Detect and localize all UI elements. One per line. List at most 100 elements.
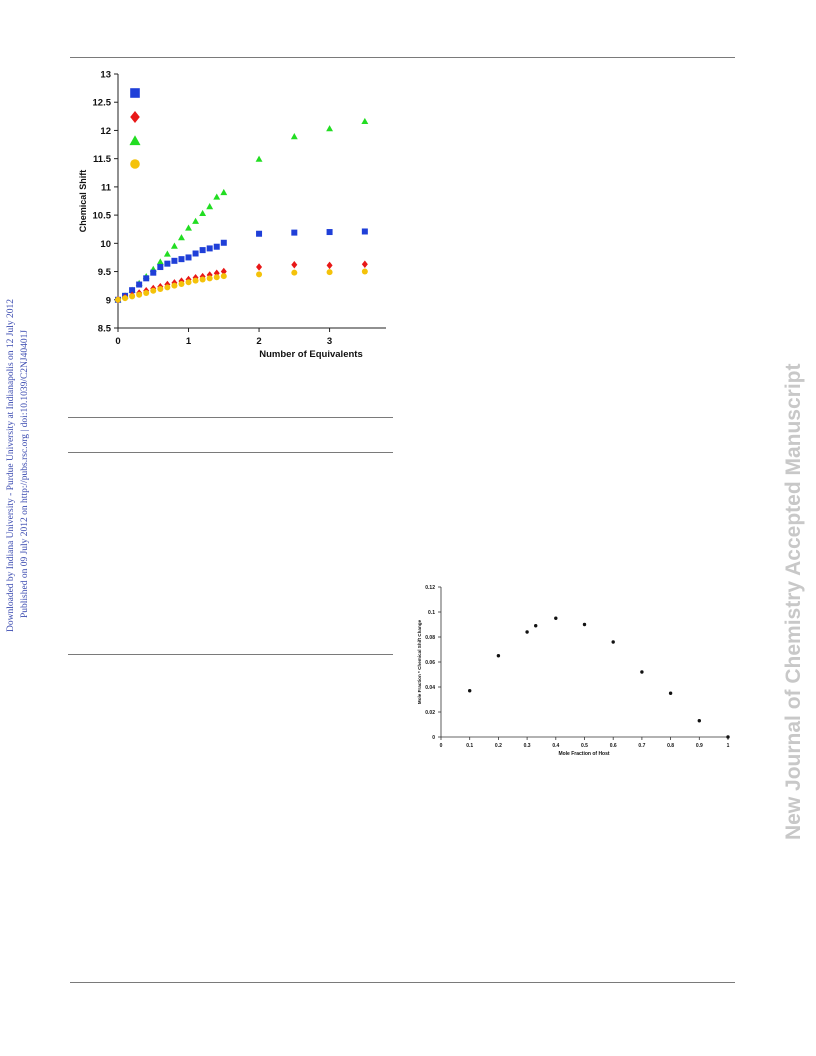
- data-point-square: [150, 269, 157, 276]
- legend-marker-square: [130, 88, 140, 98]
- table-rule-top: [68, 417, 393, 418]
- table-rule-header: [68, 452, 393, 453]
- legend-marker-triangle: [129, 135, 141, 146]
- data-point: [496, 654, 501, 658]
- job-plot-axes: 0 0.02 0.04 0.06 0.08 0.1 0.12 0 0.1 0.2 0.3 0.4 0.5…: [417, 585, 730, 757]
- data-point-square: [291, 229, 298, 236]
- y-tick-label: 0: [432, 735, 435, 741]
- data-point-circle: [143, 290, 150, 297]
- data-point-triangle: [206, 203, 214, 210]
- data-point-triangle: [255, 155, 263, 162]
- y-tick-label: 9.5: [98, 267, 112, 278]
- x-tick-label: 0.1: [466, 743, 473, 749]
- data-point-square: [326, 229, 333, 236]
- data-point-circle: [185, 279, 192, 286]
- y-tick-label: 13: [100, 70, 111, 81]
- data-point-square: [136, 281, 143, 288]
- x-tick-label: 1: [186, 336, 192, 347]
- y-tick-label: 10.5: [93, 211, 112, 222]
- data-point-circle: [291, 269, 298, 276]
- data-point-circle: [326, 269, 333, 276]
- data-point-circle: [136, 291, 143, 298]
- data-point-triangle: [199, 209, 207, 216]
- data-point-diamond: [213, 269, 220, 277]
- x-tick-label: 0.4: [552, 743, 559, 749]
- data-point-triangle: [163, 250, 171, 257]
- data-point: [668, 691, 673, 695]
- y-tick-label: 11: [101, 182, 112, 193]
- data-point-circle: [206, 275, 213, 282]
- data-point-square: [157, 264, 164, 271]
- y-tick-label: 0.12: [425, 585, 435, 591]
- download-note: Downloaded by Indiana University - Purdu…: [6, 299, 16, 632]
- legend-marker-diamond: [130, 111, 140, 123]
- data-point-square: [129, 287, 136, 294]
- data-point-diamond: [291, 261, 298, 269]
- data-point-triangle: [220, 188, 228, 196]
- y-tick-label: 10: [100, 239, 111, 250]
- data-point-circle: [157, 286, 164, 293]
- data-point: [611, 640, 615, 644]
- data-point-triangle: [290, 133, 298, 140]
- x-tick-label: 0.2: [495, 743, 502, 749]
- data-point-triangle: [178, 234, 185, 241]
- data-point-circle: [122, 295, 129, 302]
- data-point: [554, 616, 558, 620]
- data-point-square: [143, 275, 150, 282]
- y-tick-label: 9: [106, 295, 111, 306]
- data-point-square: [213, 243, 220, 250]
- data-point-diamond: [256, 263, 263, 271]
- data-point-diamond: [361, 260, 368, 268]
- x-tick-label: 0.8: [667, 743, 674, 749]
- data-point-square: [206, 245, 213, 252]
- data-point: [697, 719, 701, 723]
- x-tick-label: 0.6: [610, 743, 617, 749]
- y-tick-label: 8.5: [98, 324, 112, 335]
- data-point-triangle: [361, 117, 369, 124]
- data-point-circle: [220, 273, 227, 280]
- x-axis-label: Mole Fraction of Host: [558, 751, 609, 757]
- x-tick-label: 0.5: [581, 743, 588, 749]
- data-point-square: [178, 256, 185, 263]
- data-point: [582, 622, 587, 627]
- published-note: Published on 09 July 2012 on http://pubs…: [20, 329, 30, 618]
- data-point-square: [256, 230, 263, 237]
- x-tick-label: 0.9: [696, 743, 703, 749]
- bottom-rule: [70, 982, 735, 983]
- y-tick-label: 11.5: [93, 154, 112, 165]
- y-tick-label: 0.1: [428, 610, 435, 616]
- data-point: [640, 670, 644, 674]
- data-point-circle: [115, 296, 121, 303]
- data-point-circle: [192, 277, 199, 284]
- data-point-square: [220, 239, 227, 246]
- accepted-manuscript-watermark: New Journal of Chemistry Accepted Manusc…: [782, 363, 805, 841]
- y-tick-label: 12.5: [93, 98, 112, 109]
- data-point-circle: [178, 280, 185, 287]
- x-tick-label: 0: [115, 336, 120, 347]
- data-point-triangle: [192, 217, 200, 224]
- table-rule-bottom: [68, 654, 393, 655]
- data-point-circle: [361, 268, 368, 275]
- data-point-triangle: [185, 224, 192, 231]
- data-point-circle: [256, 271, 263, 278]
- data-point-triangle: [213, 193, 221, 200]
- legend-marker-circle: [130, 159, 140, 169]
- data-point: [726, 735, 730, 739]
- data-point-diamond: [220, 267, 227, 276]
- y-tick-label: 0.04: [425, 685, 435, 691]
- data-point-circle: [199, 276, 206, 283]
- data-point: [534, 624, 538, 628]
- x-axis-label: Number of Equivalents: [259, 349, 362, 360]
- data-point-circle: [129, 293, 136, 300]
- y-tick-label: 0.02: [425, 710, 435, 716]
- data-point-circle: [171, 282, 178, 289]
- job-plot-chart: 0 0.02 0.04 0.06 0.08 0.1 0.12 0 0.1 0.2 0.3 0.4 0.5…: [417, 585, 730, 757]
- top-rule: [70, 57, 735, 58]
- data-point-square: [164, 260, 171, 267]
- data-point-diamond: [326, 261, 333, 270]
- y-axis-label: Mole Fraction * Chemical Shift Change: [417, 619, 422, 704]
- y-axis-label: Chemical Shift: [78, 170, 88, 233]
- x-tick-label: 0: [440, 743, 443, 749]
